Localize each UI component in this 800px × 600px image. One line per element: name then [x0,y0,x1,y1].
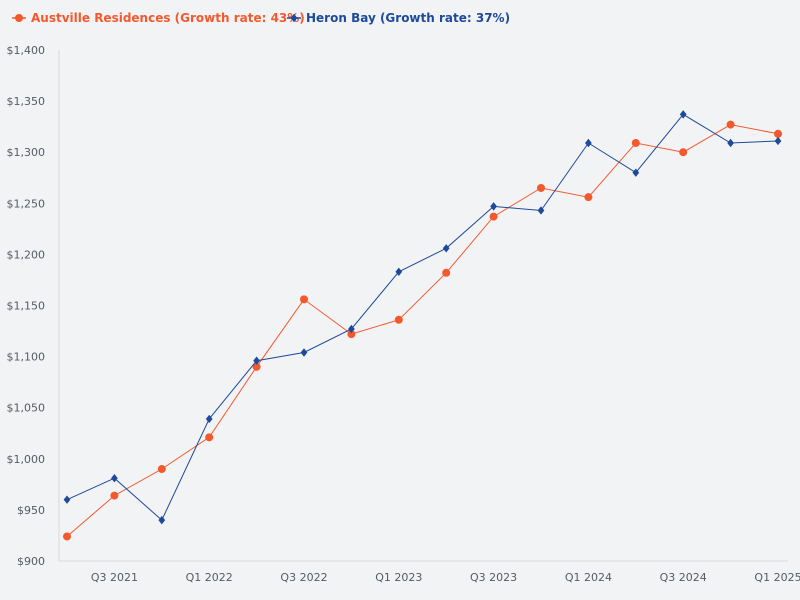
series-line [66,124,779,537]
y-tick-label: $1,000 [7,453,46,466]
y-tick-label: $1,250 [7,197,46,210]
data-point [347,330,356,339]
data-point [632,168,640,177]
data-point [253,356,260,365]
data-point [727,138,734,148]
data-point [300,295,308,304]
data-point [774,129,782,138]
y-tick-label: $950 [17,504,45,517]
x-tick-label: Q3 2024 [660,571,707,584]
y-tick-label: $1,300 [7,146,46,159]
series-heron-bay [63,110,782,525]
legend-marker-circle [15,14,23,22]
data-point [252,362,261,371]
data-point [348,324,355,334]
data-point [395,267,403,276]
data-point [442,268,451,277]
data-point [490,202,497,211]
y-tick-label: $1,050 [7,402,46,415]
y-tick-label: $1,200 [7,248,46,261]
x-tick-label: Q1 2024 [565,571,612,584]
x-tick-label: Q3 2023 [470,571,517,584]
axes: $900 $950 $1,000 $1,050 $1,100 $1,150 $1,200 $1… [7,44,800,584]
y-tick-label: $1,350 [7,95,46,108]
legend-item[interactable]: Heron Bay (Growth rate: 37%) [287,11,510,25]
data-point [111,474,118,483]
x-tick-label: Q1 2022 [186,571,233,584]
y-tick-label: $1,400 [7,44,46,57]
data-point [63,532,71,541]
series-austville-residences [63,120,782,541]
data-point [631,139,640,148]
data-point [110,491,119,500]
data-point [300,348,308,357]
data-point [489,212,498,221]
data-point [158,515,166,525]
data-point [537,183,545,192]
data-point [394,315,403,324]
data-point [679,110,687,119]
data-point [584,193,593,202]
y-tick-label: $900 [17,555,45,568]
data-point [679,148,688,157]
data-point [726,120,735,129]
series-line [66,113,779,521]
data-point [585,138,592,148]
series-layer [63,110,782,541]
x-tick-label: Q1 2023 [375,571,422,584]
legend-marker-diamond [290,13,298,23]
legend: Austville Residences (Growth rate: 43%) H… [12,11,510,25]
x-tick-label: Q3 2021 [91,571,138,584]
y-tick-label: $1,100 [7,351,46,364]
x-tick-label: Q1 2025 [754,571,800,584]
data-point [157,465,166,474]
data-point [442,244,450,253]
legend-label: Austville Residences (Growth rate: 43%) [31,11,305,25]
data-point [205,433,214,442]
data-point [774,136,782,146]
legend-label: Heron Bay (Growth rate: 37%) [306,11,510,25]
data-point [537,206,545,215]
y-tick-label: $1,150 [7,300,46,313]
data-point [205,414,213,424]
data-point [63,495,71,504]
legend-item[interactable]: Austville Residences (Growth rate: 43%) [12,11,305,25]
x-tick-label: Q3 2022 [280,571,327,584]
